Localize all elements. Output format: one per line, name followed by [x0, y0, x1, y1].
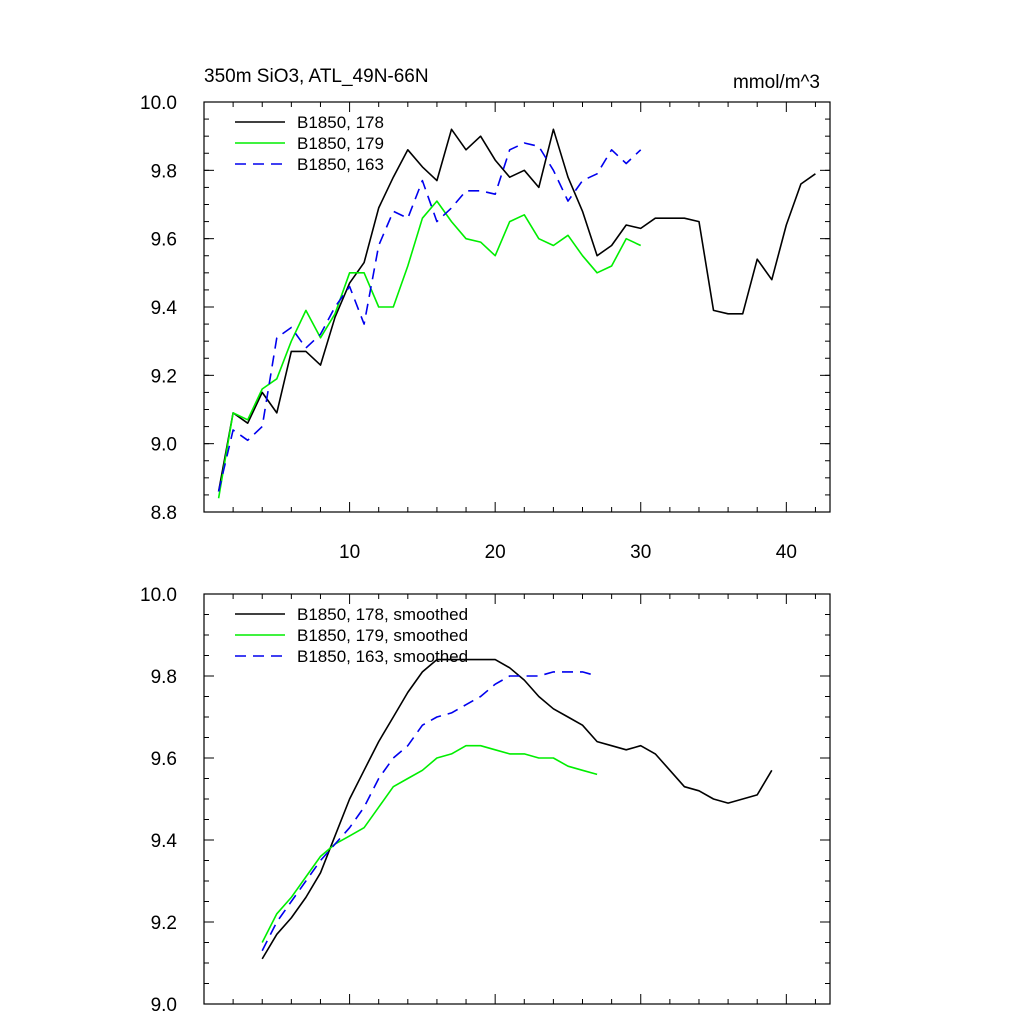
y-tick-label: 9.6	[151, 230, 177, 251]
y-tick-label: 9.2	[151, 366, 177, 387]
top-panel: 350m SiO3, ATL_49N-66N mmol/m^3 8.8 9.0 9.…	[140, 66, 831, 563]
legend-label-3: B1850, 163	[297, 155, 384, 174]
series-line-2	[217, 200, 642, 499]
x-tick-label: 20	[485, 542, 506, 563]
legend-label-2: B1850, 179	[297, 134, 384, 153]
series-line-2	[261, 744, 598, 943]
y-tick-label: 10.0	[140, 585, 177, 606]
series-line-3	[261, 671, 598, 952]
bottom-series	[261, 658, 773, 960]
y-tick-label: 10.0	[140, 93, 177, 114]
y-tick-label: 9.4	[151, 831, 178, 852]
top-ticks: 8.8 9.0 9.2 9.4 9.6 9.8 10.0 10 20 30 40	[140, 93, 830, 563]
y-tick-label: 9.8	[151, 667, 177, 688]
legend-label-1: B1850, 178	[297, 113, 384, 132]
bottom-plot-frame	[203, 593, 831, 1005]
y-tick-label: 9.8	[151, 161, 177, 182]
x-tick-label: 10	[339, 542, 360, 563]
top-series	[217, 128, 816, 499]
series-line-1	[261, 658, 773, 960]
legend-label-2: B1850, 179, smoothed	[297, 626, 468, 645]
units-label: mmol/m^3	[733, 72, 820, 93]
bottom-legend: B1850, 178, smoothed B1850, 179, smoothed…	[235, 605, 468, 666]
legend-label-3: B1850, 163, smoothed	[297, 647, 468, 666]
top-legend: B1850, 178 B1850, 179 B1850, 163	[235, 113, 384, 174]
series-line-1	[217, 128, 816, 492]
x-tick-label: 30	[630, 542, 651, 563]
chart-title: 350m SiO3, ATL_49N-66N	[204, 66, 429, 87]
y-tick-label: 9.6	[151, 749, 177, 770]
y-tick-label: 9.2	[151, 913, 177, 934]
series-line-3	[217, 142, 642, 492]
y-tick-label: 9.0	[151, 435, 177, 456]
legend-label-1: B1850, 178, smoothed	[297, 605, 468, 624]
y-tick-label: 9.4	[151, 298, 178, 319]
y-tick-label: 8.8	[151, 503, 177, 524]
bottom-ticks: 9.0 9.2 9.4 9.6 9.8 10.0	[140, 585, 830, 1016]
bottom-panel: 9.0 9.2 9.4 9.6 9.8 10.0 B1850, 178, smoothed…	[140, 585, 831, 1016]
x-tick-label: 40	[776, 542, 797, 563]
y-tick-label: 9.0	[151, 995, 177, 1016]
top-plot-frame	[203, 101, 831, 513]
